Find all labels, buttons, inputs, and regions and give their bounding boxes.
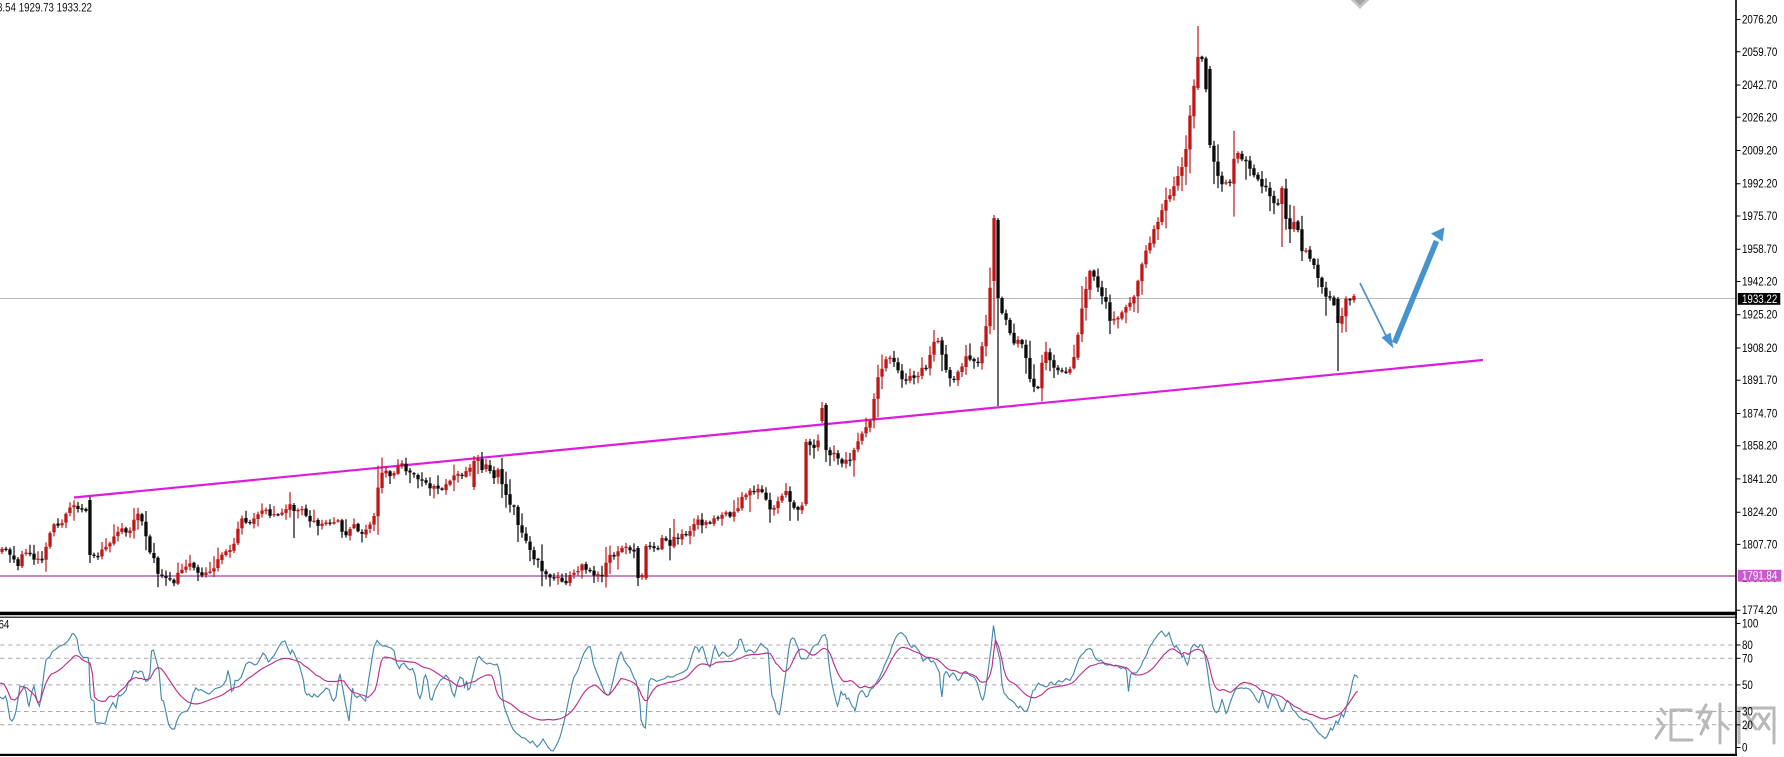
svg-text:1874.70: 1874.70	[1742, 408, 1777, 421]
svg-text:1858.20: 1858.20	[1742, 440, 1777, 453]
svg-text:30: 30	[1742, 706, 1753, 719]
svg-text:1807.70: 1807.70	[1742, 539, 1777, 552]
svg-text:2026.20: 2026.20	[1742, 112, 1777, 125]
svg-text:100: 100	[1742, 618, 1758, 631]
svg-text:70: 70	[1742, 653, 1753, 666]
svg-text:64: 64	[0, 619, 9, 632]
svg-text:2059.70: 2059.70	[1742, 46, 1777, 59]
svg-text:1933.22: 1933.22	[1742, 293, 1777, 306]
svg-text:1925.20: 1925.20	[1742, 309, 1777, 322]
svg-text:1908.20: 1908.20	[1742, 342, 1777, 355]
svg-text:1975.70: 1975.70	[1742, 210, 1777, 223]
svg-text:2009.20: 2009.20	[1742, 145, 1777, 158]
svg-text:1942.20: 1942.20	[1742, 276, 1777, 289]
svg-text:2076.20: 2076.20	[1742, 14, 1777, 27]
svg-text:80: 80	[1742, 639, 1753, 652]
svg-text:1891.70: 1891.70	[1742, 375, 1777, 388]
svg-text:1938.54 1929.73 1933.22: 1938.54 1929.73 1933.22	[0, 2, 92, 15]
svg-text:1958.70: 1958.70	[1742, 244, 1777, 257]
svg-text:50: 50	[1742, 679, 1753, 692]
svg-text:1774.20: 1774.20	[1742, 605, 1777, 618]
svg-text:1992.20: 1992.20	[1742, 178, 1777, 191]
svg-text:1791.84: 1791.84	[1742, 570, 1777, 583]
svg-text:20: 20	[1742, 719, 1753, 732]
svg-text:1841.20: 1841.20	[1742, 473, 1777, 486]
svg-text:1824.20: 1824.20	[1742, 507, 1777, 520]
svg-text:2042.70: 2042.70	[1742, 79, 1777, 92]
svg-text:0: 0	[1742, 742, 1747, 755]
